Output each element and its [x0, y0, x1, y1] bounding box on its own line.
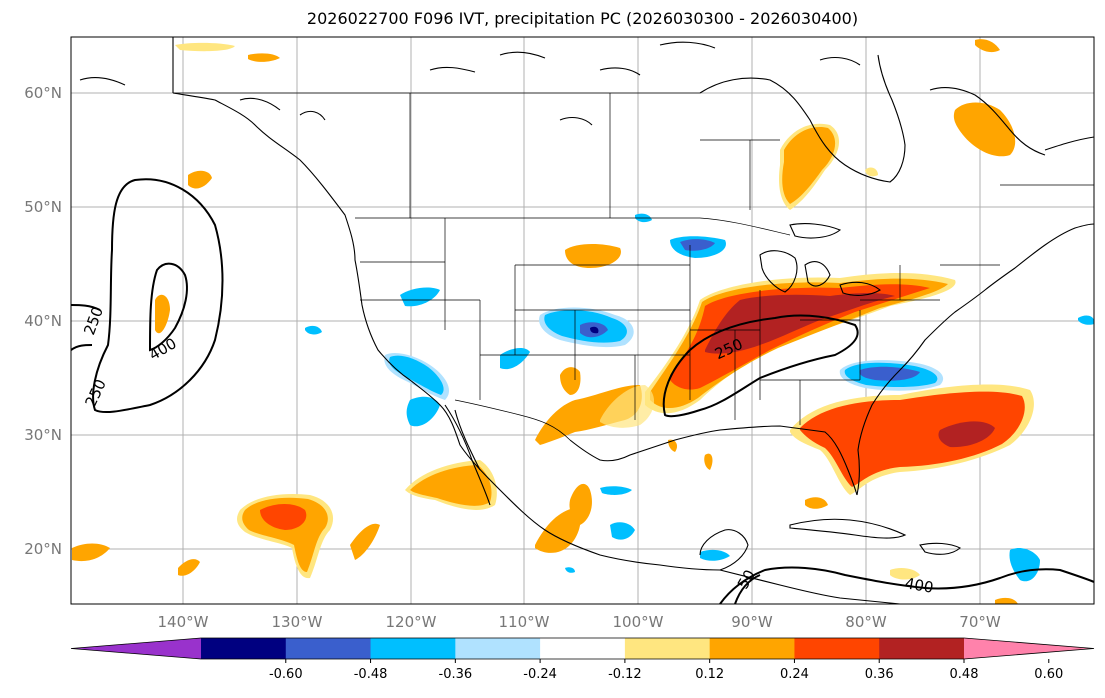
lon-label: 130°W: [272, 613, 323, 631]
ivt-contour-labels: 250 400 250 250 400 50: [80, 304, 935, 597]
precip-negative-fields: [305, 213, 1094, 582]
colorbar-segment: [879, 638, 965, 659]
colorbar-segment: [285, 638, 372, 659]
lat-label: 30°N: [24, 426, 62, 444]
precip-positive-fields: [72, 39, 1034, 604]
longitude-labels: 140°W 130°W 120°W 110°W 100°W 90°W 80°W …: [158, 613, 1001, 631]
lat-label: 50°N: [24, 198, 62, 216]
colorbar-segment: [794, 638, 880, 659]
contour-label: 400: [904, 574, 935, 597]
colorbar-segment: [455, 638, 541, 659]
colorbar-tick-label: 0.24: [780, 667, 809, 682]
colorbar-labels: -0.60 -0.48 -0.36 -0.24 -0.12 0.12 0.24 0.36 0.4…: [269, 659, 1063, 682]
colorbar-outline: [70, 637, 1095, 660]
ivt-contours: [71, 178, 1094, 604]
lon-label: 120°W: [386, 613, 437, 631]
colorbar-tick-label: 0.12: [695, 667, 724, 682]
colorbar-tick-label: 0.60: [1034, 667, 1063, 682]
colorbar-segment: [370, 638, 456, 659]
lon-label: 100°W: [613, 613, 664, 631]
colorbar-tick-label: -0.36: [439, 667, 473, 682]
colorbar-tick-label: -0.60: [269, 667, 303, 682]
map-frame: [70, 36, 1095, 605]
colorbar-segment: [709, 638, 795, 659]
lat-label: 40°N: [24, 312, 62, 330]
political-borders: [173, 92, 1094, 441]
lon-label: 140°W: [158, 613, 209, 631]
colorbar-extend-low: [71, 638, 201, 659]
lon-label: 90°W: [731, 613, 773, 631]
colorbar-segment: [624, 638, 711, 659]
colorbar: [70, 637, 1095, 660]
latitude-labels: 60°N 50°N 40°N 30°N 20°N: [24, 84, 62, 558]
lon-label: 70°W: [959, 613, 1001, 631]
colorbar-tick-label: 0.36: [865, 667, 894, 682]
coastlines: [79, 37, 1094, 604]
colorbar-tick-label: 0.48: [950, 667, 979, 682]
lat-label: 20°N: [24, 540, 62, 558]
colorbar-segment: [540, 638, 626, 659]
colorbar-tick-label: -0.12: [608, 667, 642, 682]
lat-label: 60°N: [24, 84, 62, 102]
colorbar-extend-high: [964, 638, 1094, 659]
colorbar-segment: [201, 638, 287, 659]
colorbar-tick-label: -0.24: [523, 667, 557, 682]
colorbar-tick-label: -0.48: [354, 667, 388, 682]
lon-label: 80°W: [845, 613, 887, 631]
lon-label: 110°W: [499, 613, 550, 631]
